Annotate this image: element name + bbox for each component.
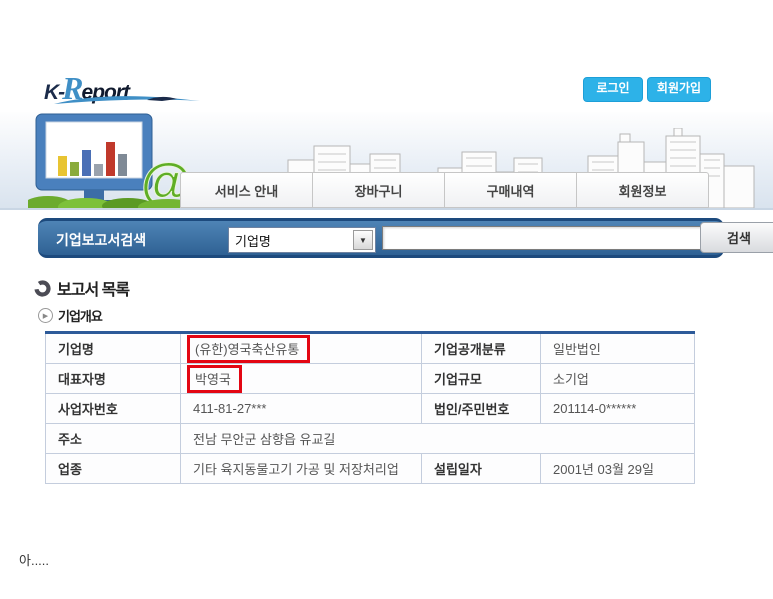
founded-date-value: 2001년 03월 29일 (540, 453, 695, 484)
company-overview-icon: ▶ (38, 308, 53, 323)
company-overview-heading: ▶ 기업개요 (38, 306, 103, 325)
company-size-label: 기업규모 (421, 363, 541, 394)
founded-date-label: 설립일자 (421, 453, 541, 484)
login-button[interactable]: 로그인 (583, 77, 643, 102)
report-list-heading: 보고서 목록 (34, 276, 130, 300)
industry-value: 기타 육지동물고기 가공 및 저장처리업 (180, 453, 422, 484)
search-input[interactable] (382, 226, 720, 250)
table-row: 주소 전남 무안군 삼향읍 유교길 (45, 423, 695, 454)
report-list-icon (34, 279, 51, 297)
ceo-name-value: 박영국 (180, 363, 422, 394)
table-row: 기업명 (유한)영국축산유통 기업공개분류 일반법인 (45, 332, 695, 364)
search-category-select[interactable]: 기업명 ▼ (228, 227, 376, 253)
disclosure-type-value: 일반법인 (540, 332, 695, 364)
ceo-name-label: 대표자명 (45, 363, 181, 394)
address-label: 주소 (45, 423, 181, 454)
report-search-bar: 기업보고서검색 기업명 ▼ 검색 (38, 218, 773, 258)
ceo-name-highlight: 박영국 (187, 364, 242, 393)
table-row: 사업자번호 411-81-27*** 법인/주민번호 201114-0*****… (45, 393, 695, 424)
company-name-value: (유한)영국축산유통 (180, 332, 422, 364)
disclosure-type-label: 기업공개분류 (421, 332, 541, 364)
company-overview-label: 기업개요 (58, 309, 103, 324)
company-size-value: 소기업 (540, 363, 695, 394)
company-name-label: 기업명 (45, 332, 181, 364)
logo-swoosh-icon (54, 96, 200, 104)
report-list-label: 보고서 목록 (57, 282, 130, 299)
table-row: 업종 기타 육지동물고기 가공 및 저장처리업 설립일자 2001년 03월 2… (45, 453, 695, 484)
tab-purchase-history[interactable]: 구매내역 (445, 172, 577, 208)
monitor-chart-illustration: @ (28, 113, 198, 208)
tab-cart[interactable]: 장바구니 (313, 172, 445, 208)
business-number-value: 411-81-27*** (180, 393, 422, 424)
tab-member-info[interactable]: 회원정보 (577, 172, 709, 208)
dropdown-arrow-icon: ▼ (353, 230, 373, 250)
corp-reg-number-value: 201114-0****** (540, 393, 695, 424)
selected-category: 기업명 (235, 233, 271, 249)
industry-label: 업종 (45, 453, 181, 484)
signup-button[interactable]: 회원가입 (647, 77, 711, 102)
company-info-table: 기업명 (유한)영국축산유통 기업공개분류 일반법인 대표자명 박영국 기업규모… (45, 331, 695, 484)
table-row: 대표자명 박영국 기업규모 소기업 (45, 363, 695, 394)
main-nav: 서비스 안내 장바구니 구매내역 회원정보 (180, 172, 709, 208)
address-value: 전남 무안군 삼향읍 유교길 (180, 423, 695, 454)
business-number-label: 사업자번호 (45, 393, 181, 424)
search-button[interactable]: 검색 (700, 222, 773, 253)
company-name-highlight: (유한)영국축산유통 (187, 334, 311, 363)
tab-service-guide[interactable]: 서비스 안내 (180, 172, 313, 208)
corp-reg-number-label: 법인/주민번호 (421, 393, 541, 424)
bottom-note-text: 아..... (19, 553, 50, 568)
search-bar-title: 기업보고서검색 (56, 232, 147, 248)
k-report-logo[interactable]: K-Report (44, 66, 214, 112)
